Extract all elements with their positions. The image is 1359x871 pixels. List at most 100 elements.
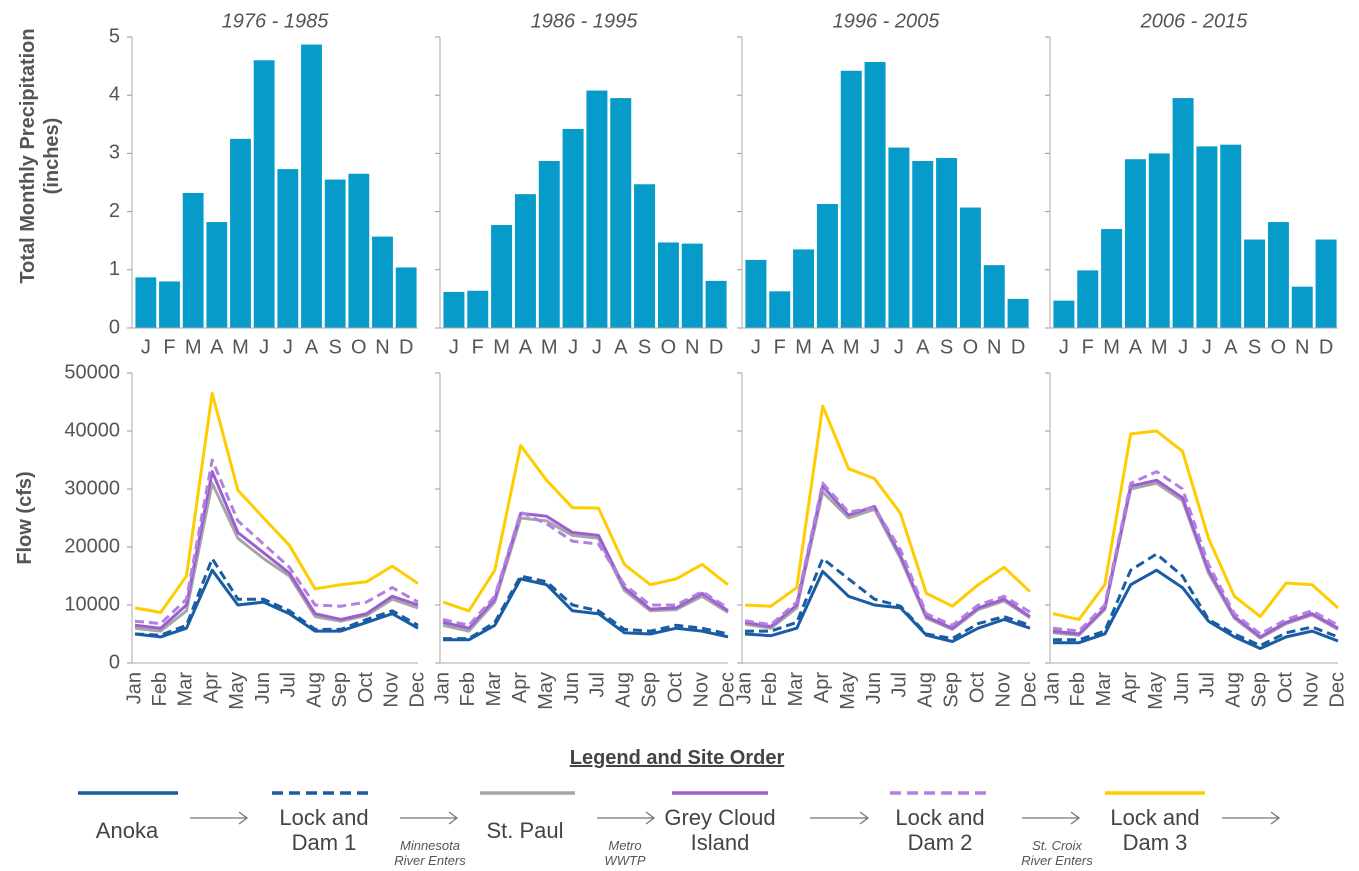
bar: [562, 128, 584, 328]
series-line: [443, 577, 729, 642]
bar: [301, 44, 322, 328]
x-tick-label: Dec: [406, 672, 428, 708]
x-tick-label: S: [638, 336, 651, 358]
bar: [372, 236, 393, 328]
x-tick-label: May: [535, 672, 557, 710]
x-tick-label: Mar: [483, 672, 505, 707]
bar: [277, 169, 299, 328]
bar: [983, 265, 1005, 328]
bar: [1315, 239, 1337, 328]
x-tick-label: O: [963, 336, 979, 358]
bar: [538, 160, 560, 328]
x-tick-label: Apr: [811, 672, 833, 703]
bar: [769, 291, 791, 328]
legend-note: Minnesota River Enters: [394, 838, 466, 868]
x-tick-label: S: [1248, 336, 1261, 358]
bar: [793, 249, 815, 328]
x-tick-label: O: [661, 336, 677, 358]
bar: [657, 242, 679, 328]
bar: [634, 184, 656, 328]
x-tick-label: Jun: [1171, 672, 1193, 704]
bar: [182, 192, 204, 328]
x-tick-label: M: [795, 336, 812, 358]
x-tick-label: J: [870, 336, 880, 358]
x-tick-label: J: [141, 336, 151, 358]
series-line: [443, 574, 729, 641]
x-tick-label: J: [751, 336, 761, 358]
bar: [745, 259, 767, 328]
x-tick-label: M: [185, 336, 202, 358]
legend-label: Anoka: [95, 818, 159, 843]
x-tick-label: Dec: [716, 672, 738, 708]
series-line: [134, 481, 419, 633]
bar: [324, 179, 346, 328]
x-tick-label: Nov: [1300, 672, 1322, 708]
x-tick-label: D: [1319, 336, 1333, 358]
series-line: [134, 568, 419, 639]
bar: [395, 267, 417, 328]
bar: [491, 224, 513, 328]
x-tick-label: Sep: [639, 672, 661, 708]
legend-note: Metro WWTP: [604, 838, 646, 868]
arrow: [190, 811, 249, 825]
bar: [1244, 239, 1266, 328]
x-tick-label: Feb: [759, 672, 781, 706]
y-tick-label: 0: [109, 651, 120, 673]
y-tick-label: 50000: [64, 361, 120, 383]
x-tick-label: May: [837, 672, 859, 710]
bar: [888, 147, 910, 328]
y-axis-label: Total Monthly Precipitation (inches): [17, 28, 63, 284]
series-line: [744, 404, 1032, 608]
bar: [840, 70, 862, 329]
x-tick-label: O: [351, 336, 367, 358]
y-tick-label: 10000: [64, 593, 120, 615]
bar: [135, 277, 157, 328]
bar: [816, 204, 838, 328]
x-tick-label: Apr: [200, 672, 222, 703]
series-line: [1053, 568, 1339, 650]
y-tick-label: 5: [109, 25, 120, 47]
bar: [586, 90, 608, 328]
x-tick-label: Jun: [252, 672, 274, 704]
bar: [1267, 222, 1289, 328]
x-tick-label: Mar: [785, 672, 807, 707]
x-tick-label: J: [894, 336, 904, 358]
x-tick-label: O: [1271, 336, 1287, 358]
x-tick-label: J: [592, 336, 602, 358]
x-tick-label: A: [821, 336, 835, 358]
x-tick-label: F: [774, 336, 786, 358]
bar: [230, 138, 251, 328]
x-tick-label: M: [843, 336, 860, 358]
x-tick-label: Jul: [889, 672, 911, 698]
bar: [1007, 298, 1029, 328]
x-tick-label: J: [1202, 336, 1212, 358]
x-tick-label: Oct: [966, 672, 988, 704]
bar: [467, 290, 489, 328]
x-tick-label: A: [210, 336, 224, 358]
chart-title: 2006 - 2015: [1140, 10, 1249, 32]
x-tick-label: D: [1011, 336, 1025, 358]
bar: [159, 281, 180, 328]
series-line: [442, 510, 729, 627]
bar: [959, 207, 981, 328]
bar: [936, 158, 958, 328]
y-tick-label: 3: [109, 142, 120, 164]
x-tick-label: J: [1059, 336, 1069, 358]
bar: [253, 60, 275, 328]
series-line: [442, 516, 729, 633]
x-tick-label: Sep: [329, 672, 351, 708]
x-tick-label: Jan: [123, 672, 145, 704]
bar: [1124, 159, 1146, 328]
legend-title: Legend and Site Order: [569, 747, 785, 769]
x-tick-label: Jan: [1041, 672, 1063, 704]
legend-label: Lock and Dam 3: [1110, 805, 1200, 855]
arrow: [810, 811, 870, 825]
series-line: [442, 444, 729, 613]
x-tick-label: A: [1129, 336, 1143, 358]
arrow: [597, 811, 656, 825]
bar: [348, 173, 370, 328]
x-tick-label: Oct: [355, 672, 377, 704]
x-tick-label: Jan: [733, 672, 755, 704]
legend-label: St. Paul: [486, 818, 564, 843]
